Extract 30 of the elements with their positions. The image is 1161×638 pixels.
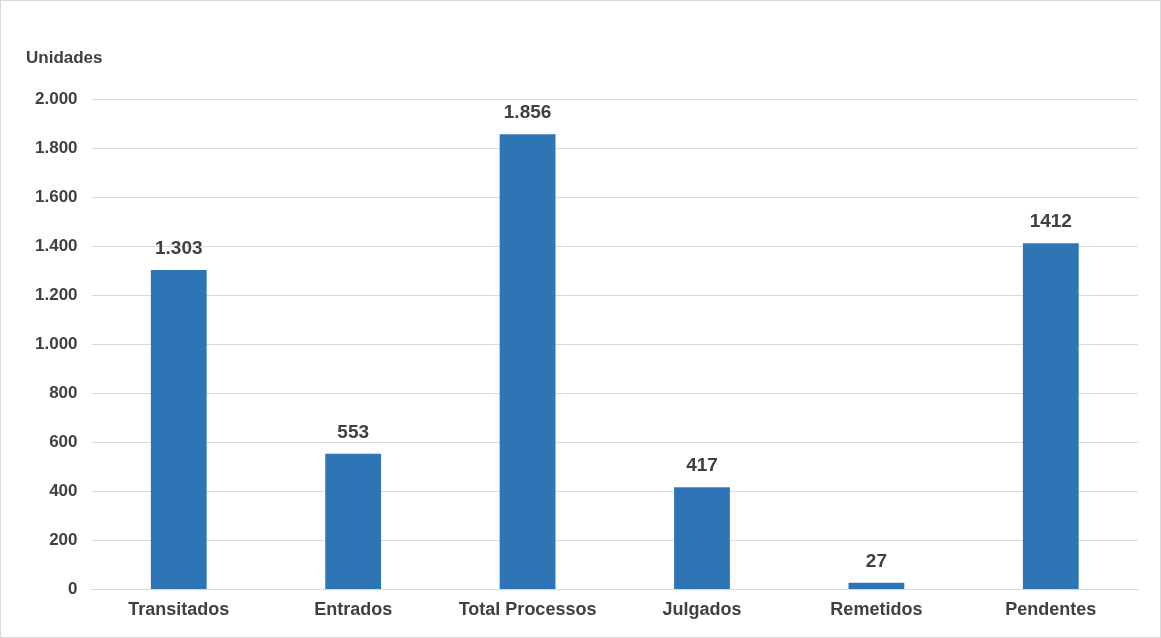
y-tick-label: 2.000 (34, 88, 78, 108)
x-tick-label: Total Processos (458, 599, 597, 620)
y-axis-title: Unidades (26, 47, 103, 67)
bar (499, 134, 556, 589)
bar (848, 582, 905, 589)
y-tick-label: 800 (49, 382, 78, 402)
y-tick-label: 600 (49, 431, 78, 451)
x-tick-label: Remetidos (830, 599, 923, 620)
data-label: 27 (865, 549, 887, 571)
x-tick-label: Julgados (662, 599, 742, 620)
bar (150, 269, 207, 589)
y-tick-label: 1.600 (34, 186, 78, 206)
data-label: 1.856 (503, 101, 552, 123)
y-tick-label: 1.000 (34, 333, 78, 353)
y-tick-label: 1.800 (34, 137, 78, 157)
y-tick-label: 400 (49, 481, 78, 501)
x-tick-label: Entrados (314, 599, 393, 620)
y-tick-label: 200 (49, 530, 78, 550)
data-label: 1412 (1029, 209, 1072, 231)
bar (674, 487, 730, 589)
data-label: 1.303 (154, 236, 203, 258)
y-tick-label: 1.200 (34, 284, 78, 304)
bar (325, 453, 382, 589)
bar (1022, 243, 1079, 589)
data-label: 553 (337, 420, 370, 442)
x-tick-label: Pendentes (1005, 599, 1097, 620)
y-tick-label: 0 (68, 579, 78, 599)
data-label: 417 (686, 453, 718, 475)
y-tick-label: 1.400 (34, 235, 78, 255)
x-tick-label: Transitados (128, 599, 230, 620)
